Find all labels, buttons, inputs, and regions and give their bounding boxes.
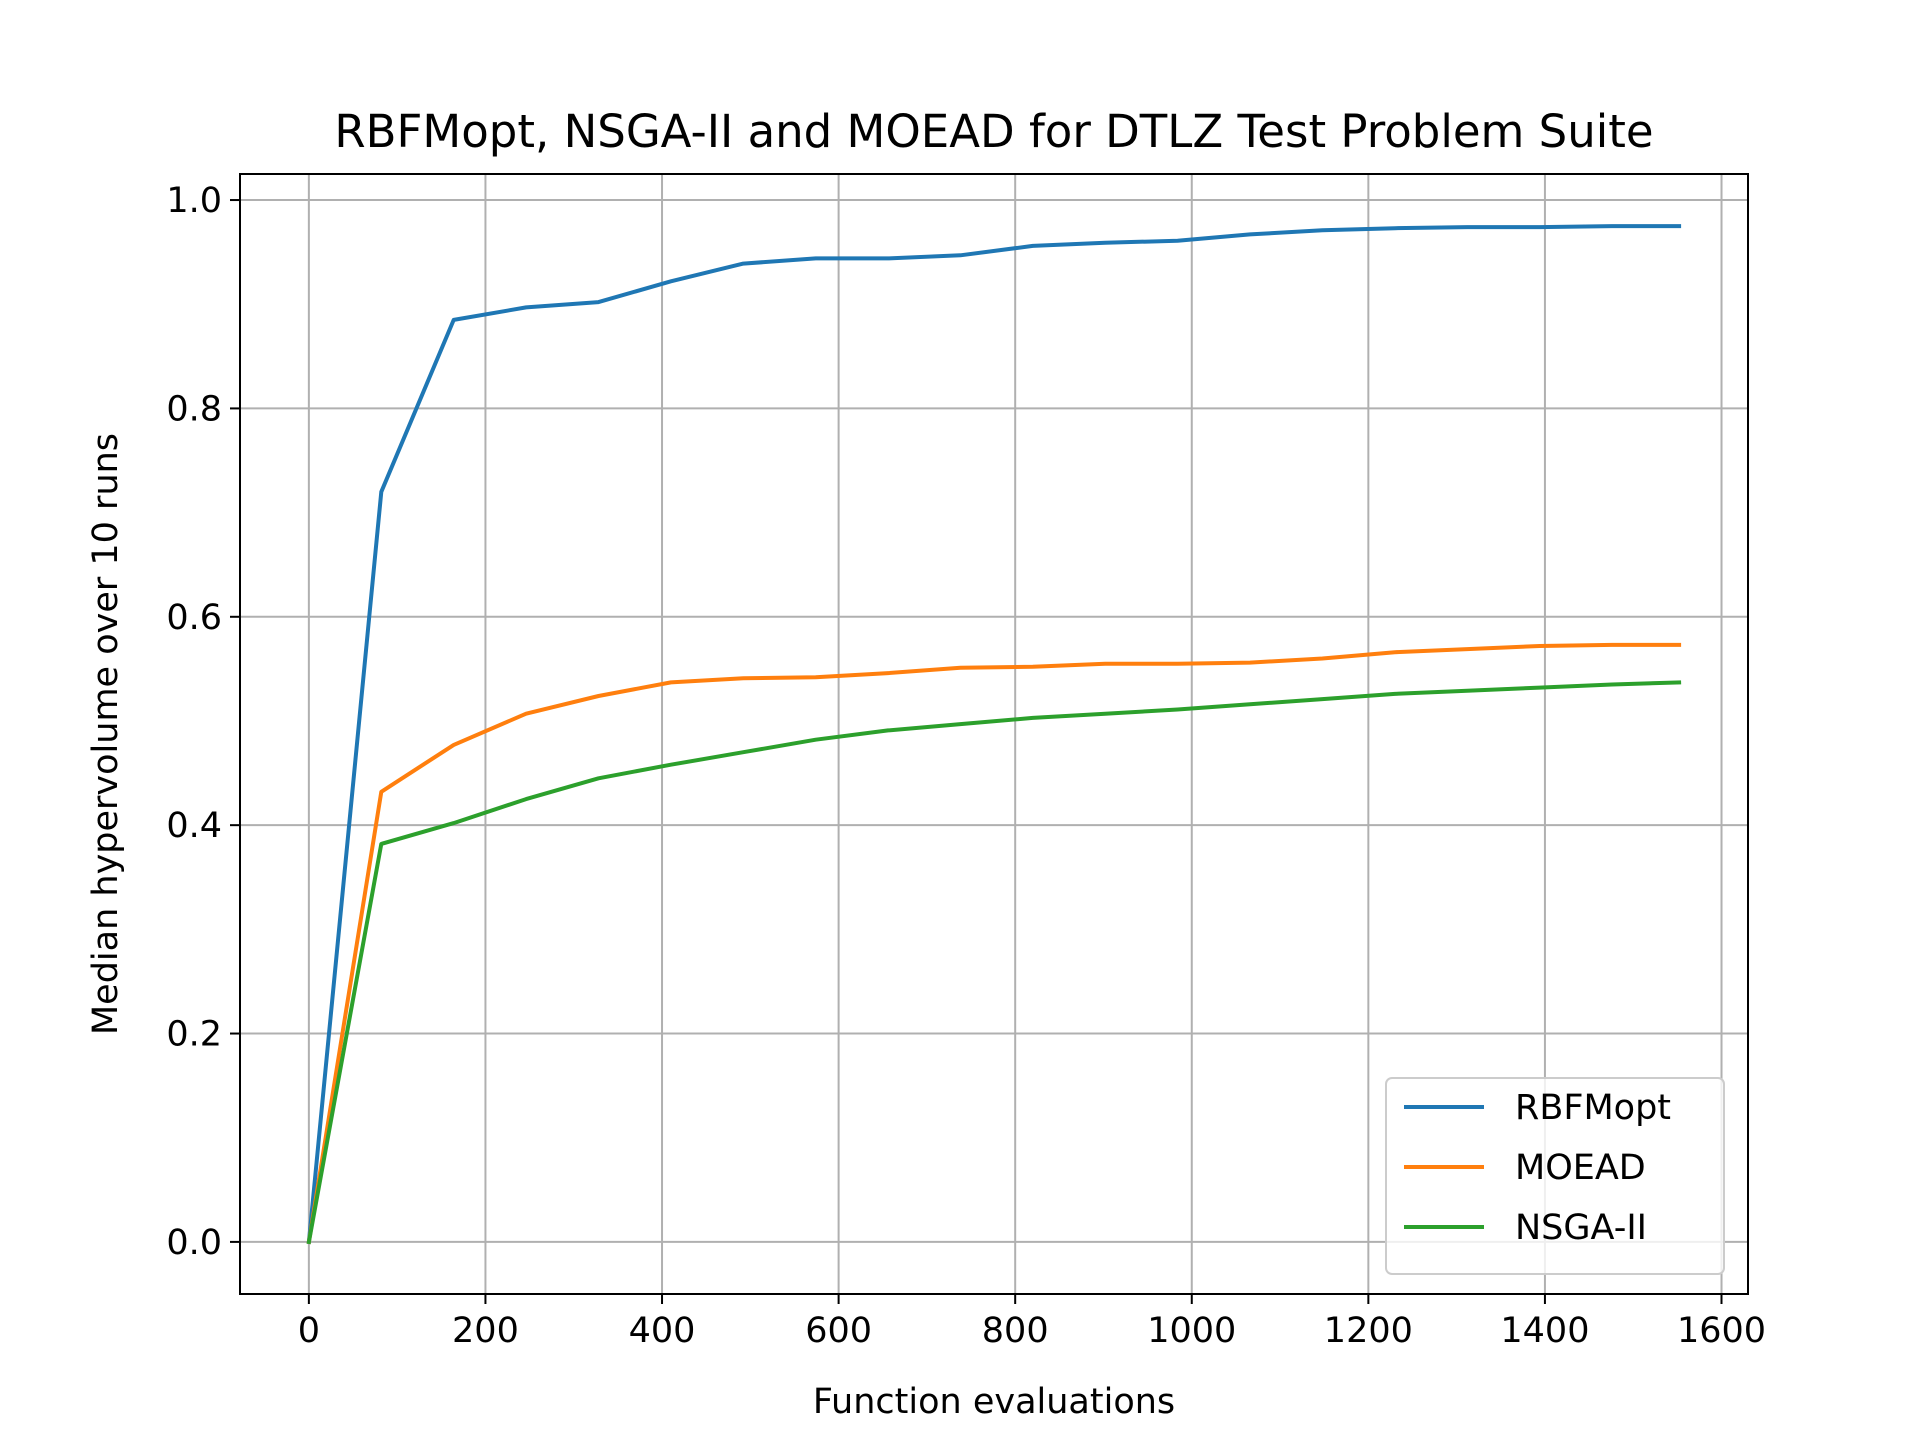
y-axis-label: Median hypervolume over 10 runs [86,433,126,1035]
axis-ticks: 0 200 400 600 800 1000 1200 1400 1600 0.0 0.2 0.4 0.… [166,181,1766,1351]
y-tick-label: 0.2 [166,1015,222,1055]
legend: RBFMopt MOEAD NSGA-II [1385,1077,1725,1275]
plot-frame [239,173,1749,1295]
x-tick-label: 400 [629,1311,696,1351]
x-axis-label: Function evaluations [813,1382,1175,1422]
x-tick-label: 1400 [1500,1311,1589,1351]
legend-label-nsga-ii: NSGA-II [1515,1208,1647,1248]
x-tick-label: 1000 [1147,1311,1236,1351]
x-tick-label: 200 [452,1311,519,1351]
y-tick-label: 1.0 [166,181,222,221]
series-lines [306,224,1682,1245]
legend-label-rbfmopt: RBFMopt [1515,1088,1671,1128]
x-tick-label: 600 [805,1311,872,1351]
x-tick-label: 0 [298,1311,320,1351]
legend-label-moead: MOEAD [1515,1148,1646,1188]
y-tick-label: 0.4 [166,806,222,846]
y-tick-label: 0.0 [166,1223,222,1263]
series-line-rbfmopt [306,224,1682,1245]
y-tick-label: 0.8 [166,389,222,429]
series-line-nsga-ii [306,680,1682,1245]
x-tick-label: 1600 [1677,1311,1766,1351]
chart-title: RBFMopt, NSGA-II and MOEAD for DTLZ Test… [334,105,1653,158]
x-tick-label: 800 [982,1311,1049,1351]
series-line-moead [306,642,1682,1245]
y-tick-label: 0.6 [166,598,222,638]
x-tick-label: 1200 [1324,1311,1413,1351]
